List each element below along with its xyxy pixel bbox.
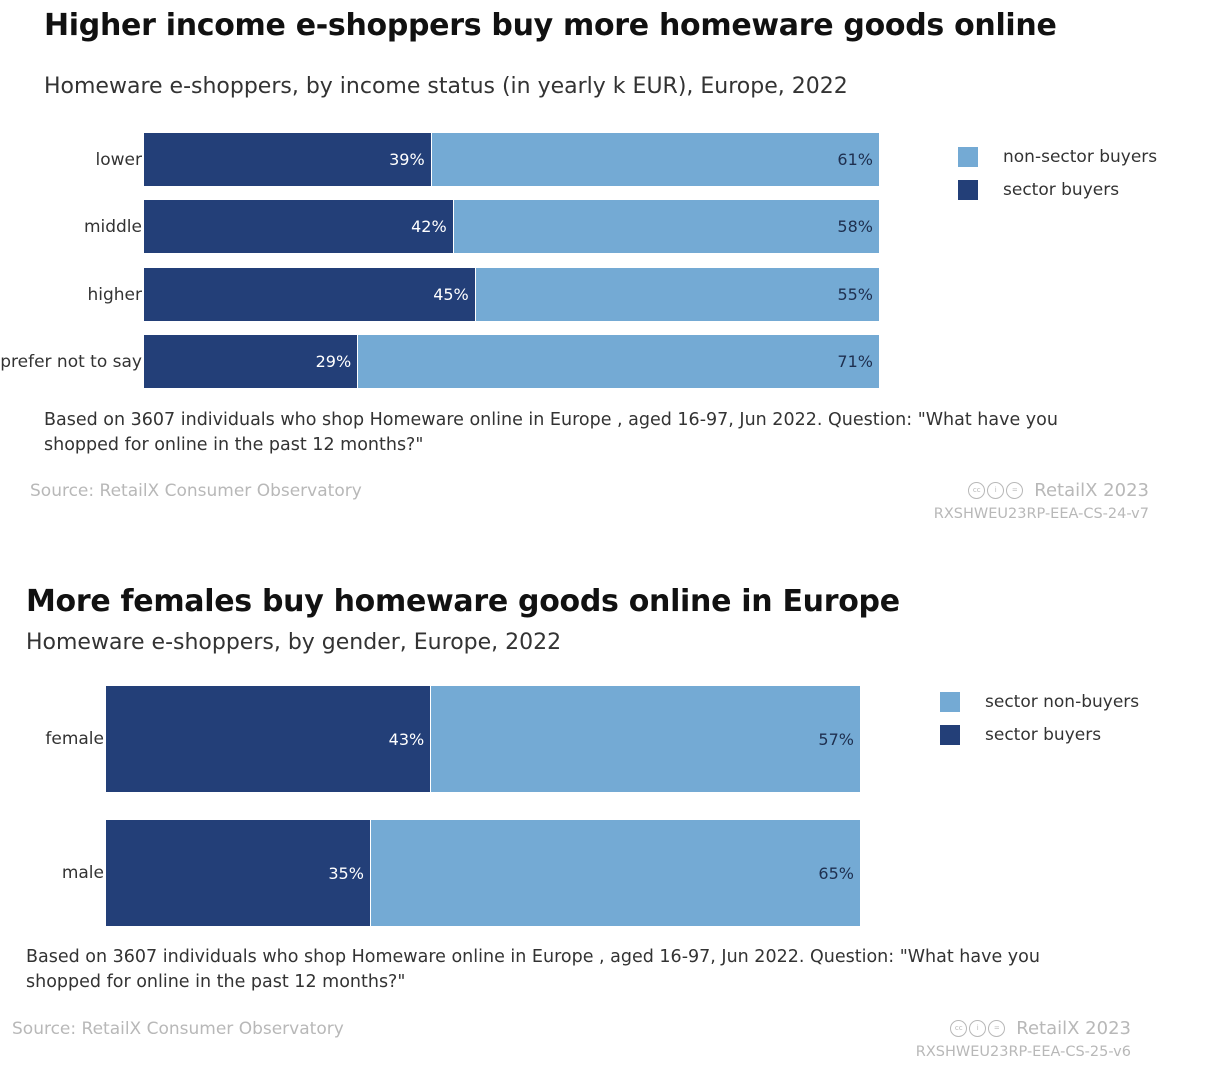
creative-commons-icon: cc i = xyxy=(950,1020,1007,1037)
bar-segment-sector-buyers: 35% xyxy=(106,820,370,926)
chart-subtitle: Homeware e-shoppers, by gender, Europe, … xyxy=(26,630,562,655)
category-label: lower xyxy=(95,149,142,170)
stacked-bar-chart: female 43% 57% male 35% 65% xyxy=(0,680,900,940)
chart-subtitle: Homeware e-shoppers, by income status (i… xyxy=(44,74,848,99)
stacked-bar: 35% 65% xyxy=(106,820,860,926)
stacked-bar-chart: lower 39% 61% middle 42% 58% higher 45% 55% prefe… xyxy=(0,128,900,398)
stacked-bar: 43% 57% xyxy=(106,686,860,792)
legend-label: sector buyers xyxy=(985,724,1102,745)
bar-row: higher 45% 55% xyxy=(0,268,900,321)
bar-segment-non-buyers: 57% xyxy=(430,686,860,792)
chart-note: Based on 3607 individuals who shop Homew… xyxy=(44,410,1058,455)
data-label: 42% xyxy=(411,217,447,236)
bar-segment-non-buyers: 71% xyxy=(357,335,879,388)
source-label: Source: RetailX Consumer Observatory xyxy=(12,1019,344,1039)
stacked-bar: 45% 55% xyxy=(144,268,879,321)
bar-row: middle 42% 58% xyxy=(0,200,900,253)
brand: cc i = RetailX 2023 xyxy=(968,480,1149,501)
bar-segment-non-buyers: 58% xyxy=(452,200,879,253)
source-label: Source: RetailX Consumer Observatory xyxy=(30,481,362,501)
data-label: 61% xyxy=(837,150,873,169)
chart-code: RXSHWEU23RP-EEA-CS-24-v7 xyxy=(933,506,1149,522)
legend-item: sector buyers xyxy=(940,718,1139,751)
data-label: 58% xyxy=(837,217,873,236)
bar-segment-sector-buyers: 29% xyxy=(144,335,358,388)
legend-swatch xyxy=(958,179,978,200)
category-label: higher xyxy=(87,284,142,305)
stacked-bar: 29% 71% xyxy=(144,335,879,388)
data-label: 45% xyxy=(433,285,469,304)
category-label: prefer not to say xyxy=(0,351,142,372)
legend-label: sector non-buyers xyxy=(985,691,1140,712)
chart-title: Higher income e-shoppers buy more homewa… xyxy=(44,8,1057,43)
category-label: female xyxy=(45,729,104,749)
legend-label: sector buyers xyxy=(1003,179,1120,200)
brand-label: RetailX 2023 xyxy=(1034,480,1149,501)
bar-segment-non-buyers: 55% xyxy=(474,268,879,321)
data-label: 57% xyxy=(818,729,854,749)
legend-swatch xyxy=(958,146,978,167)
legend-item: sector non-buyers xyxy=(940,685,1139,718)
data-label: 39% xyxy=(389,150,425,169)
data-label: 65% xyxy=(818,863,854,883)
bar-segment-sector-buyers: 43% xyxy=(106,686,431,792)
bar-segment-non-buyers: 61% xyxy=(430,133,879,186)
brand-label: RetailX 2023 xyxy=(1016,1018,1131,1039)
legend: non-sector buyers sector buyers xyxy=(958,140,1157,206)
legend: sector non-buyers sector buyers xyxy=(940,685,1139,751)
brand: cc i = RetailX 2023 xyxy=(950,1018,1131,1039)
legend-swatch xyxy=(940,691,960,712)
bar-row: prefer not to say 29% 71% xyxy=(0,335,900,388)
legend-item: non-sector buyers xyxy=(958,140,1157,173)
stacked-bar: 39% 61% xyxy=(144,133,879,186)
legend-swatch xyxy=(940,724,960,745)
bar-row: female 43% 57% xyxy=(0,686,900,792)
chart-panel-gender: More females buy homeware goods online i… xyxy=(0,575,1210,1080)
bar-segment-sector-buyers: 42% xyxy=(144,200,453,253)
creative-commons-icon: cc i = xyxy=(968,482,1025,499)
bar-segment-sector-buyers: 39% xyxy=(144,133,431,186)
data-label: 43% xyxy=(388,729,425,749)
bar-segment-non-buyers: 65% xyxy=(369,820,860,926)
chart-note: Based on 3607 individuals who shop Homew… xyxy=(26,947,1040,992)
data-label: 71% xyxy=(837,352,873,371)
data-label: 35% xyxy=(328,863,364,883)
chart-code: RXSHWEU23RP-EEA-CS-25-v6 xyxy=(915,1044,1131,1060)
data-label: 55% xyxy=(837,285,873,304)
chart-panel-income: Higher income e-shoppers buy more homewa… xyxy=(0,8,1157,522)
legend-item: sector buyers xyxy=(958,173,1157,206)
chart-title: More females buy homeware goods online i… xyxy=(26,584,900,619)
bar-row: lower 39% 61% xyxy=(0,133,900,186)
data-label: 29% xyxy=(315,352,352,371)
category-label: male xyxy=(61,863,104,883)
bar-segment-sector-buyers: 45% xyxy=(144,268,475,321)
stacked-bar: 42% 58% xyxy=(144,200,879,253)
category-label: middle xyxy=(83,216,142,237)
legend-label: non-sector buyers xyxy=(1003,146,1158,167)
bar-row: male 35% 65% xyxy=(0,820,900,926)
